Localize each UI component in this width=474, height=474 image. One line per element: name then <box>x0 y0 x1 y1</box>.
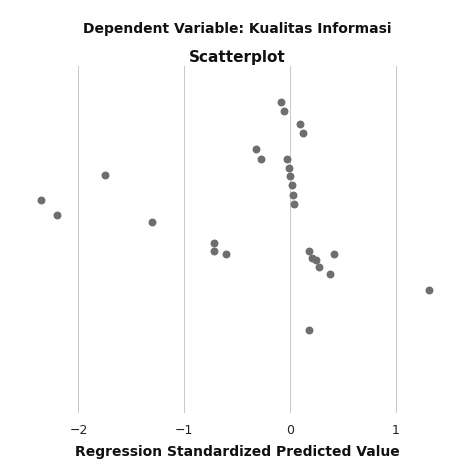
Point <box>289 191 297 199</box>
Point <box>223 250 230 258</box>
Point <box>299 129 306 137</box>
Point <box>316 264 323 271</box>
Point <box>37 196 45 204</box>
X-axis label: Regression Standardized Predicted Value: Regression Standardized Predicted Value <box>74 445 400 459</box>
Point <box>312 256 320 264</box>
Point <box>210 240 218 247</box>
Point <box>426 287 433 294</box>
Title: Scatterplot: Scatterplot <box>189 50 285 65</box>
Point <box>305 247 313 255</box>
Point <box>280 108 287 115</box>
Point <box>285 164 292 171</box>
Point <box>308 254 316 262</box>
Point <box>252 146 260 153</box>
Point <box>290 200 298 208</box>
Point <box>278 99 285 106</box>
Point <box>101 171 109 179</box>
Point <box>149 218 156 226</box>
Point <box>210 247 218 255</box>
Point <box>305 326 313 334</box>
Point <box>288 181 296 189</box>
Point <box>326 271 334 278</box>
Point <box>283 155 291 163</box>
Text: Dependent Variable: Kualitas Informasi: Dependent Variable: Kualitas Informasi <box>83 21 391 36</box>
Point <box>54 211 61 219</box>
Point <box>330 250 338 258</box>
Point <box>286 173 294 180</box>
Point <box>297 120 304 128</box>
Point <box>257 155 265 163</box>
